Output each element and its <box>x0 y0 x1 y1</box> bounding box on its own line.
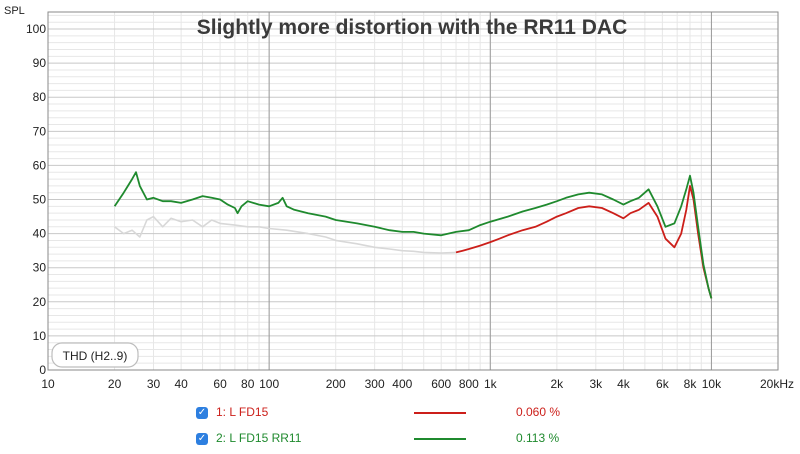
y-axis-label: SPL <box>4 5 25 17</box>
y-tick-label: 60 <box>33 158 47 172</box>
checkbox-icon[interactable]: ✓ <box>196 407 208 419</box>
x-tick-label: 600 <box>431 377 451 391</box>
plot-border <box>47 11 779 371</box>
y-tick-label: 50 <box>33 193 47 207</box>
legend-row-1[interactable]: ✓ 1: L FD15 0.060 % <box>196 404 560 422</box>
x-tick-label: 4k <box>617 377 631 391</box>
chart-title: Slightly more distortion with the RR11 D… <box>197 16 628 39</box>
grid-minor <box>47 12 779 370</box>
x-tick-label: 60 <box>213 377 227 391</box>
x-tick-label: 1k <box>484 377 498 391</box>
y-tick-label: 20 <box>33 295 47 309</box>
y-tick-label: 40 <box>33 227 47 241</box>
legend-label-2: 2: L FD15 RR11 <box>216 431 302 445</box>
x-tick-label: 300 <box>365 377 385 391</box>
x-tick-label: 40 <box>174 377 188 391</box>
annotation-box <box>51 342 139 368</box>
x-tick-label: 200 <box>326 377 346 391</box>
y-tick-label: 30 <box>33 261 47 275</box>
x-tick-label: 400 <box>392 377 412 391</box>
x-tick-label: 6k <box>656 377 670 391</box>
x-tick-label: 20 <box>108 377 122 391</box>
legend-row-2[interactable]: ✓ 2: L FD15 RR11 0.113 % <box>196 430 559 448</box>
x-tick-label: 800 <box>459 377 479 391</box>
x-tick-label: 10k <box>702 377 722 391</box>
legend-label-1: 1: L FD15 <box>216 405 269 419</box>
x-tick-label: 8k <box>684 377 698 391</box>
legend-value-1: 0.060 % <box>516 405 561 419</box>
x-tick-label: 30 <box>147 377 161 391</box>
x-tick-label: 10 <box>41 377 55 391</box>
legend-swatch-2 <box>414 438 466 440</box>
x-tick-label: 100 <box>259 377 279 391</box>
legend-swatch-1 <box>414 412 466 414</box>
x-tick-label: 3k <box>589 377 603 391</box>
series-line-1 <box>455 184 713 299</box>
y-tick-label: 70 <box>33 124 47 138</box>
x-tick-label: 20kHz <box>760 377 794 391</box>
y-tick-label: 90 <box>33 56 47 70</box>
legend-value-2: 0.113 % <box>516 431 560 445</box>
checkbox-icon[interactable]: ✓ <box>196 433 208 445</box>
series-line-3 <box>114 215 457 254</box>
plot-area <box>48 12 778 370</box>
annotation-label: THD (H2..9) <box>63 349 128 363</box>
y-tick-label: 10 <box>33 329 47 343</box>
series-line-2 <box>113 171 713 299</box>
y-tick-label: 80 <box>33 90 47 104</box>
y-tick-label: 100 <box>26 22 46 36</box>
x-tick-label: 2k <box>551 377 565 391</box>
x-tick-label: 80 <box>241 377 255 391</box>
y-tick-label: 0 <box>39 363 46 377</box>
